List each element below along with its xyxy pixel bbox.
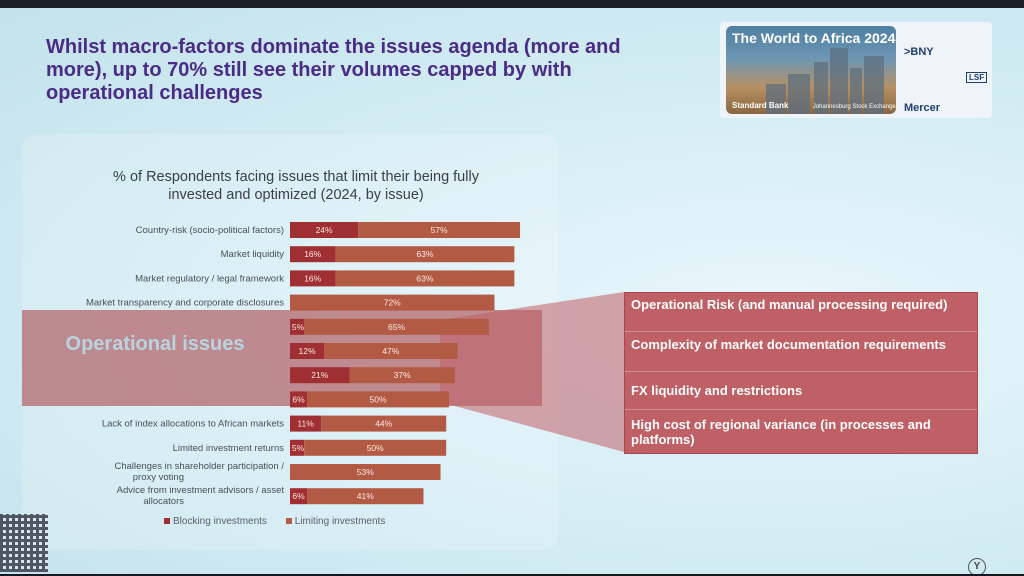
op-issue-operational-risk: Operational Risk (and manual processing …	[631, 297, 948, 312]
data-label-limiting: 41%	[357, 491, 374, 501]
bar-chart: Country-risk (socio-political factors) 24…	[86, 222, 521, 507]
bar-blocking	[290, 488, 308, 505]
mercer-logo: Mercer	[904, 102, 941, 114]
data-label-blocking: 24%	[316, 225, 333, 235]
bar-blocking	[290, 439, 305, 456]
data-label-blocking: 5%	[292, 443, 305, 453]
bar-row: Market transparency and corporate disclo…	[86, 294, 495, 311]
data-label-limiting: 50%	[370, 394, 387, 404]
category-label: Advice from investment advisors / asset a…	[117, 485, 285, 507]
operational-issues-label: Operational issues	[65, 333, 245, 355]
data-label-limiting: 57%	[431, 225, 448, 235]
bar-limiting	[349, 367, 455, 384]
bar-row: Limited investment returns 5% 50%	[173, 439, 447, 456]
chart-legend: Blocking investments Limiting investment…	[164, 516, 385, 527]
data-label-limiting: 65%	[388, 322, 405, 332]
bar-limiting	[324, 343, 458, 359]
operational-issues-box: Operational Risk (and manual processing …	[624, 292, 978, 454]
bar-blocking	[290, 270, 336, 287]
data-label-limiting: 72%	[384, 298, 401, 308]
bar-row: Lack of index allocations to African mar…	[102, 415, 447, 432]
bar-limiting	[307, 488, 424, 505]
bar-limiting	[290, 464, 441, 480]
jse-label: Johannesburg Stock Exchange	[812, 104, 896, 110]
op-divider	[625, 331, 977, 332]
data-label-limiting: 53%	[357, 467, 374, 477]
bar-limiting	[290, 294, 495, 311]
legend-label-blocking: Blocking investments	[173, 516, 267, 527]
bny-logo: >BNY	[904, 46, 934, 58]
legend-swatch-blocking	[164, 518, 170, 525]
presentation-slide: Whilst macro-factors dominate the issues…	[0, 6, 1024, 574]
bar-row: Market regulatory / legal framework 16% 63…	[135, 270, 515, 287]
bar-row: Country-risk (socio-political factors) 24…	[136, 222, 521, 238]
data-label-blocking: 6%	[292, 394, 305, 404]
data-label-limiting: 44%	[375, 419, 392, 429]
chart-title: % of Respondents facing issues that limi…	[113, 169, 479, 203]
event-title: The World to Africa 2024	[732, 30, 896, 46]
data-label-blocking: 6%	[292, 491, 305, 501]
bar-row: Advice from investment advisors / asset a…	[117, 485, 424, 507]
screen-bezel	[0, 0, 1024, 8]
sponsor-logos: >BNY Mercer LSF	[904, 30, 988, 114]
bar-row: Market liquidity 16% 63%	[221, 246, 515, 263]
op-issue-documentation: Complexity of market documentation requi…	[631, 337, 946, 352]
standard-bank-label: Standard Bank	[732, 101, 789, 110]
bar-blocking	[290, 343, 325, 359]
bar-row: Challenges in shareholder participation …	[114, 461, 441, 483]
corner-logo-icon: Y	[968, 558, 986, 574]
data-label-blocking: 16%	[304, 273, 321, 283]
qr-code	[0, 514, 48, 572]
bar-limiting	[307, 391, 450, 408]
data-label-limiting: 63%	[416, 273, 433, 283]
category-label: Challenges in shareholder participation …	[114, 461, 284, 483]
event-sponsor-standard-bank: Standard Bank Johannesburg Stock Exchang…	[732, 101, 896, 110]
bar-row: 6% 50%	[290, 391, 450, 408]
bar-limiting	[304, 439, 447, 456]
legend-swatch-limiting	[285, 518, 292, 525]
bar-limiting	[335, 246, 515, 263]
lsf-logo: LSF	[966, 72, 988, 83]
data-label-limiting: 50%	[367, 443, 384, 453]
data-label-blocking: 16%	[304, 249, 321, 259]
bar-blocking	[290, 246, 336, 263]
slide-title: Whilst macro-factors dominate the issues…	[46, 36, 621, 104]
category-label: Lack of index allocations to African mar…	[102, 419, 284, 430]
bar-blocking	[290, 318, 305, 335]
op-issue-fx-liquidity: FX liquidity and restrictions	[631, 383, 803, 398]
data-label-limiting: 37%	[394, 370, 411, 380]
bar-blocking	[290, 415, 322, 432]
bar-blocking	[290, 391, 308, 408]
bar-limiting	[358, 222, 521, 238]
data-label-blocking: 21%	[311, 370, 328, 380]
data-label-limiting: 63%	[416, 249, 433, 259]
category-label: Market regulatory / legal framework	[135, 273, 284, 284]
data-label-blocking: 12%	[299, 346, 316, 356]
bar-row: 21% 37%	[290, 367, 455, 384]
op-divider	[625, 371, 977, 372]
bar-limiting	[321, 415, 447, 432]
bar-row: 12% 47%	[290, 343, 458, 359]
bar-blocking	[290, 367, 350, 384]
bar-limiting	[304, 318, 489, 335]
bar-limiting	[335, 270, 515, 287]
bar-blocking	[290, 222, 359, 238]
bar-row: 5% 65%	[290, 318, 489, 335]
event-photo-banner: The World to Africa 2024 Standard Bank J…	[726, 26, 896, 114]
data-label-blocking: 11%	[297, 419, 314, 429]
data-label-blocking: 5%	[292, 322, 305, 332]
category-label: Limited investment returns	[173, 443, 285, 454]
category-label: Country-risk (socio-political factors)	[136, 225, 284, 236]
op-divider	[625, 409, 977, 410]
event-logo-block: The World to Africa 2024 Standard Bank J…	[720, 22, 992, 118]
legend-label-limiting: Limiting investments	[294, 516, 386, 527]
category-label: Market liquidity	[221, 249, 285, 260]
category-label: Market transparency and corporate disclo…	[86, 298, 284, 309]
data-label-limiting: 47%	[382, 346, 399, 356]
op-issue-regional-variance: High cost of regional variance (in proce…	[631, 417, 931, 447]
